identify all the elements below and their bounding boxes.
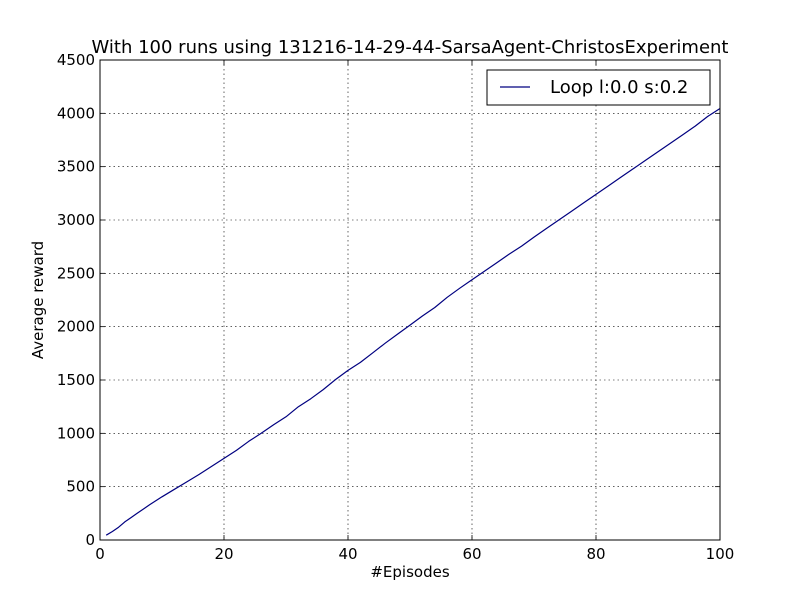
x-axis-tick-labels: 0 20 40 60 80 100 bbox=[95, 545, 734, 563]
y-tick-label: 4000 bbox=[57, 104, 95, 122]
x-tick-label: 100 bbox=[706, 545, 735, 563]
chart-title: With 100 runs using 131216-14-29-44-Sars… bbox=[92, 37, 729, 58]
x-tick-label: 60 bbox=[462, 545, 481, 563]
series-line bbox=[105, 107, 721, 536]
x-tick-label: 80 bbox=[586, 545, 605, 563]
y-tick-label: 2500 bbox=[57, 264, 95, 282]
axis-ticks bbox=[99, 59, 721, 541]
y-axis-tick-labels: 0 500 1000 1500 2000 2500 3000 3500 4000 4500 bbox=[57, 51, 95, 549]
y-tick-label: 3000 bbox=[57, 211, 95, 229]
y-tick-label: 2000 bbox=[57, 318, 95, 336]
x-tick-label: 40 bbox=[338, 545, 357, 563]
legend: Loop l:0.0 s:0.2 bbox=[486, 69, 711, 106]
y-tick-label: 3500 bbox=[57, 158, 95, 176]
y-tick-label: 500 bbox=[66, 478, 95, 496]
y-tick-label: 1000 bbox=[57, 424, 95, 442]
y-axis-label: Average reward bbox=[29, 241, 47, 359]
grid-lines bbox=[100, 60, 720, 540]
series-layer bbox=[105, 107, 721, 536]
plot-area-frame bbox=[99, 59, 721, 541]
x-axis-label: #Episodes bbox=[370, 563, 449, 581]
y-tick-label: 0 bbox=[85, 531, 95, 549]
y-tick-label: 4500 bbox=[57, 51, 95, 69]
legend-entry-label: Loop l:0.0 s:0.2 bbox=[550, 77, 688, 98]
y-tick-label: 1500 bbox=[57, 371, 95, 389]
x-tick-label: 20 bbox=[214, 545, 233, 563]
x-tick-label: 0 bbox=[95, 545, 105, 563]
